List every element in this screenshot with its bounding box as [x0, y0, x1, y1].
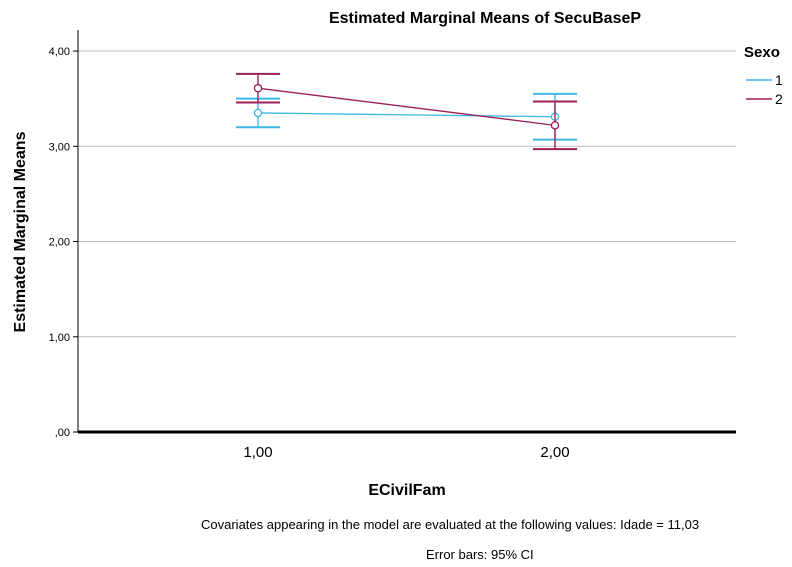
y-tick-label: 2,00 — [49, 237, 70, 249]
series-line-2 — [257, 87, 556, 126]
legend-title: Sexo — [744, 44, 780, 61]
series-line-1 — [257, 112, 556, 118]
y-axis-title: Estimated Marginal Means — [12, 131, 29, 332]
legend-label: 1 — [775, 72, 783, 88]
y-tick-label: 4,00 — [49, 46, 70, 58]
y-tick-label: ,00 — [55, 427, 70, 439]
x-tick-label: 1,00 — [243, 444, 272, 461]
y-tick-label: 3,00 — [49, 141, 70, 153]
covariates-note: Covariates appearing in the model are ev… — [201, 517, 700, 532]
y-tick-label: 1,00 — [49, 332, 70, 344]
legend-label: 2 — [775, 91, 783, 107]
chart-title: Estimated Marginal Means of SecuBaseP — [329, 10, 641, 27]
data-point — [550, 121, 560, 130]
data-point — [253, 108, 263, 118]
error-bars-note: Error bars: 95% CI — [426, 547, 534, 562]
x-tick-label: 2,00 — [540, 444, 569, 461]
data-point — [253, 83, 263, 93]
x-axis-title: ECivilFam — [368, 482, 445, 499]
